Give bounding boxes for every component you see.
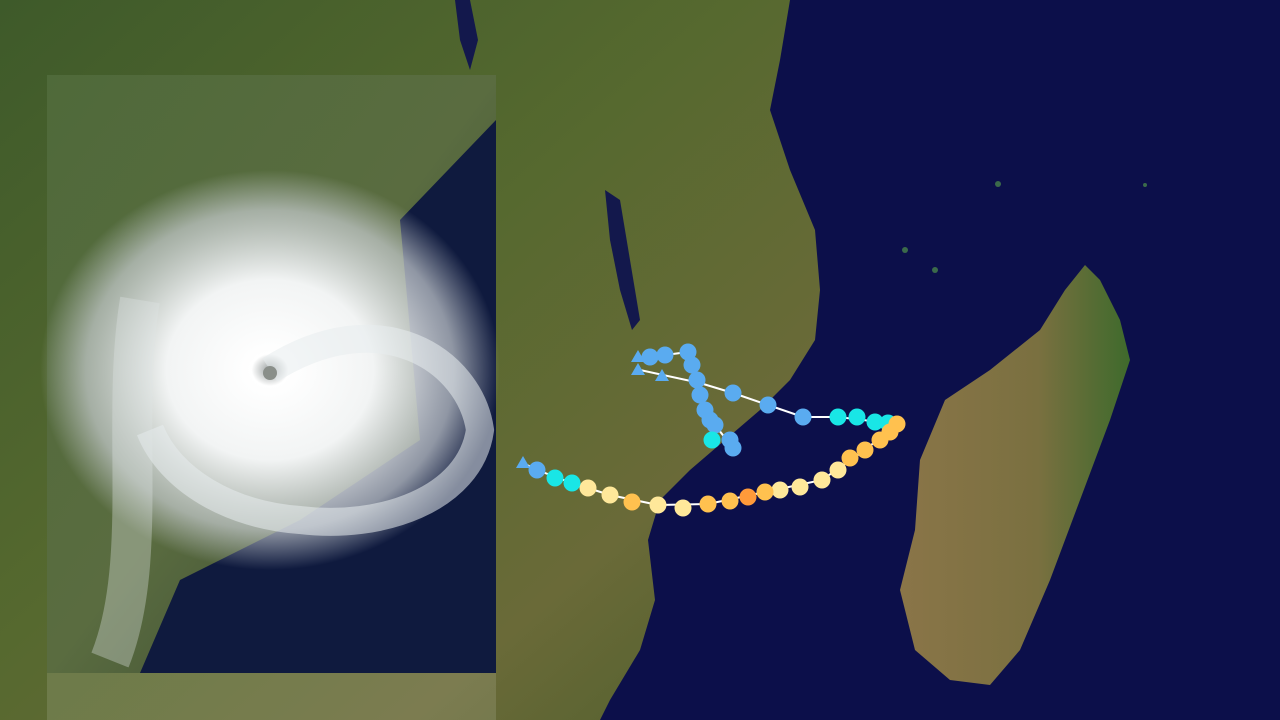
track-point xyxy=(601,486,619,504)
track-point xyxy=(724,384,742,402)
track-point xyxy=(691,386,709,404)
track-point xyxy=(813,471,831,489)
track-point xyxy=(739,488,757,506)
track-point xyxy=(683,356,701,374)
track-point xyxy=(829,461,847,479)
island xyxy=(902,247,908,253)
track-triangle xyxy=(631,350,645,362)
track-triangle xyxy=(655,369,669,381)
track-point xyxy=(546,469,564,487)
track-point xyxy=(759,396,777,414)
track-triangle xyxy=(516,456,530,468)
cyclone-eye xyxy=(263,366,277,380)
track-point xyxy=(623,493,641,511)
track-point xyxy=(829,408,847,426)
inset-reflection xyxy=(47,673,496,720)
storm-track xyxy=(516,343,906,517)
track-triangle xyxy=(631,363,645,375)
madagascar xyxy=(900,265,1130,685)
lake xyxy=(605,190,640,330)
track-point xyxy=(721,492,739,510)
lake xyxy=(455,0,478,70)
track-point xyxy=(848,408,866,426)
track-point xyxy=(794,408,812,426)
track-point xyxy=(703,431,721,449)
track-point xyxy=(724,439,742,457)
satellite-inset xyxy=(40,75,500,720)
track-point xyxy=(649,496,667,514)
track-point xyxy=(706,416,724,434)
track-point xyxy=(871,431,889,449)
track-point xyxy=(756,483,774,501)
track-point xyxy=(791,478,809,496)
track-point xyxy=(641,348,659,366)
track-point xyxy=(679,343,697,361)
track-point xyxy=(674,499,692,517)
track-point xyxy=(856,441,874,459)
track-point xyxy=(579,479,597,497)
track-point xyxy=(866,413,884,431)
spiral-band xyxy=(137,324,495,536)
track-point xyxy=(699,495,717,513)
island xyxy=(995,181,1001,187)
island xyxy=(932,267,938,273)
cloud-band xyxy=(91,296,160,668)
track-point xyxy=(771,481,789,499)
track-point xyxy=(688,371,706,389)
track-point xyxy=(563,474,581,492)
track-point xyxy=(656,346,674,364)
track-point xyxy=(841,449,859,467)
island xyxy=(1143,183,1147,187)
track-point xyxy=(528,461,546,479)
